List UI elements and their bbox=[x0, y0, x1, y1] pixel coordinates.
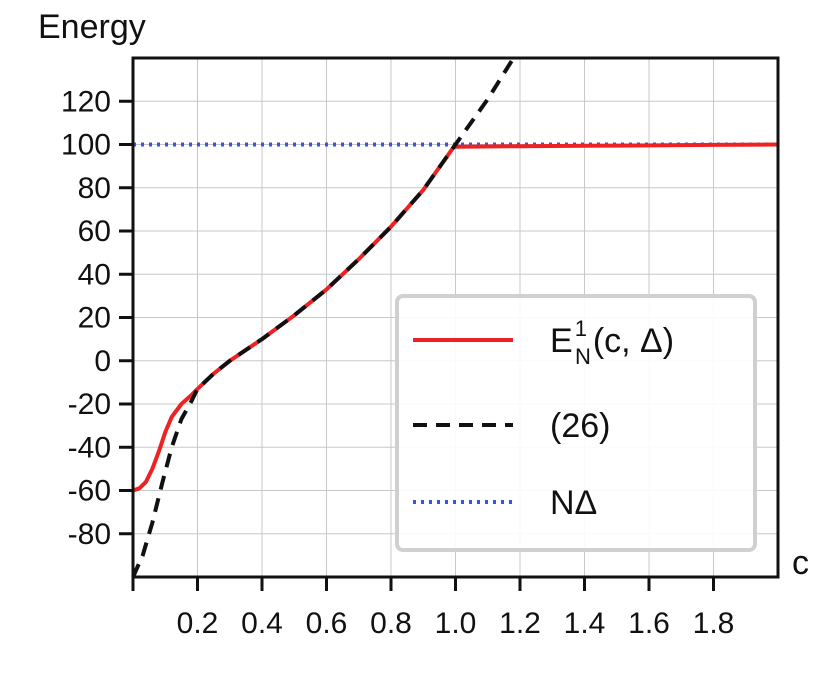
y-axis-label: Energy bbox=[38, 8, 146, 46]
x-tick-label: 0.2 bbox=[177, 607, 219, 640]
series-layer bbox=[131, 56, 779, 578]
x-tick-label: 0.6 bbox=[306, 607, 348, 640]
y-tick-label: -60 bbox=[68, 475, 111, 508]
legend-label: (26) bbox=[550, 407, 610, 445]
x-tick-label: 0.8 bbox=[370, 607, 412, 640]
series-line-dashed bbox=[131, 56, 516, 578]
x-tick-label: 1.4 bbox=[564, 607, 606, 640]
y-tick-label: 60 bbox=[78, 215, 111, 248]
legend: E1 N(c, Δ) (26) NΔ bbox=[395, 294, 757, 552]
y-tick-label: -20 bbox=[68, 388, 111, 421]
y-tick-label: -40 bbox=[68, 431, 111, 464]
legend-label: NΔ bbox=[550, 484, 597, 522]
x-tick-label: 1.6 bbox=[628, 607, 670, 640]
y-tick-label: 120 bbox=[61, 85, 111, 118]
legend-box bbox=[395, 294, 757, 552]
x-tick-label: 1.8 bbox=[693, 607, 735, 640]
tick-layer: 0.2 0.4 0.6 0.8 1.0 1.2 1.4 1.6 1.8 120 100 80 60 40 2… bbox=[61, 85, 734, 640]
x-tick-label: 1.0 bbox=[435, 607, 477, 640]
y-tick-label: 20 bbox=[78, 302, 111, 335]
y-tick-label: 100 bbox=[61, 129, 111, 162]
y-tick-label: 40 bbox=[78, 258, 111, 291]
x-tick-label: 0.4 bbox=[241, 607, 283, 640]
legend-label: E1 N(c, Δ) bbox=[550, 316, 674, 369]
x-axis-label: c bbox=[792, 544, 809, 582]
y-tick-label: 0 bbox=[94, 345, 111, 378]
y-tick-label: 80 bbox=[78, 172, 111, 205]
x-tick-label: 1.2 bbox=[499, 607, 541, 640]
y-tick-label: -80 bbox=[68, 518, 111, 551]
